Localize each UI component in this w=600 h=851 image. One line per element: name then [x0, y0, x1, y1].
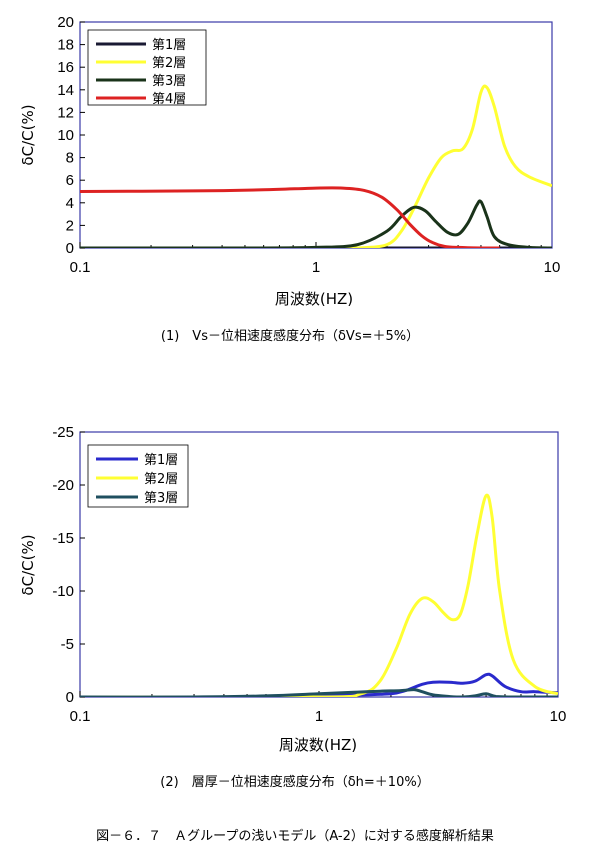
legend-label-2: 第2層	[152, 56, 186, 71]
series-group-1	[80, 84, 552, 248]
x-axis-label-2: 周波数(HZ)	[279, 736, 357, 754]
y-tick-label: 10	[57, 127, 74, 144]
legend-box-1	[87, 29, 207, 106]
legend-label-2: 第2層	[144, 472, 178, 487]
x-axis-1: 0.1 1 10	[70, 242, 561, 276]
legend-label-3: 第3層	[144, 491, 178, 506]
y-axis-1: 0 2 4 6 8 10 12 14 16 18 20	[57, 14, 85, 257]
y-tick-label: -5	[61, 636, 74, 653]
y-tick-label: 6	[66, 172, 74, 189]
y-tick-label: 4	[66, 195, 74, 212]
x-axis-label-1: 周波数(HZ)	[275, 290, 353, 308]
x-tick-label: 0.1	[70, 708, 91, 725]
series-group-2	[80, 493, 558, 697]
y-tick-label: 8	[66, 150, 74, 167]
y-axis-label-1: δC/C(%)	[19, 104, 37, 165]
y-tick-label: -25	[52, 424, 74, 441]
x-tick-label: 10	[550, 708, 567, 725]
y-tick-label: 16	[57, 59, 74, 76]
x-tick-label: 1	[312, 259, 320, 276]
y-tick-label: 2	[66, 217, 74, 234]
chart-caption-2: (2) 層厚－位相速度感度分布（δh=＋10%）	[160, 774, 429, 790]
x-axis-2: 0.1 1 10	[70, 691, 567, 725]
y-axis-label-2: δC/C(%)	[19, 534, 37, 595]
legend-label-4: 第4層	[152, 92, 186, 107]
y-tick-label: 0	[66, 689, 74, 706]
y-axis-2: 0 -5 -10 -15 -20 -25	[52, 424, 85, 706]
legend-label-1: 第1層	[152, 38, 186, 53]
x-tick-label: 1	[315, 708, 323, 725]
y-tick-label: -20	[52, 477, 74, 494]
legend-label-3: 第3層	[152, 74, 186, 89]
y-tick-label: 20	[57, 14, 74, 31]
y-tick-label: 0	[66, 240, 74, 257]
series-line-3	[80, 199, 552, 248]
y-tick-label: 12	[57, 104, 74, 121]
legend-label-1: 第1層	[144, 453, 178, 468]
y-tick-label: 14	[57, 82, 74, 99]
x-tick-label: 0.1	[70, 259, 91, 276]
series-line-3	[80, 688, 558, 697]
series-line-2	[80, 84, 552, 248]
y-tick-label: -15	[52, 530, 74, 547]
chart-caption-1: (1) Vs－位相速度感度分布（δVs=＋5%）	[161, 328, 419, 344]
figure-caption: 図－６．７ Ａグループの浅いモデル（A-2）に対する感度解析結果	[96, 828, 494, 844]
x-tick-label: 10	[544, 259, 561, 276]
y-tick-label: 18	[57, 37, 74, 54]
series-line-4	[80, 186, 500, 248]
y-tick-label: -10	[52, 583, 74, 600]
